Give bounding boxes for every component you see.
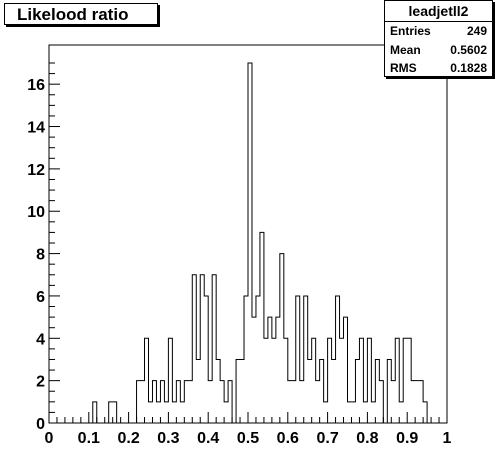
stats-label: Entries	[390, 24, 431, 38]
x-tick-label: 0.9	[396, 430, 418, 447]
chart-title-box: Likelood ratio	[4, 3, 158, 25]
x-tick-label: 0.5	[237, 430, 259, 447]
stats-row-entries: Entries 249	[385, 22, 492, 41]
y-tick-label: 4	[36, 331, 45, 348]
stats-histogram-name: leadjetll2	[385, 1, 492, 22]
stats-value: 0.5602	[450, 42, 487, 57]
stats-label: Mean	[390, 42, 421, 57]
y-tick-label: 6	[36, 289, 45, 306]
stats-value: 0.1828	[450, 61, 487, 75]
y-tick-label: 8	[36, 247, 45, 264]
x-tick-label: 0.6	[277, 430, 299, 447]
axes: 0 0.1 0.2 0.3 0.4 0.5 0.6 0.7 0.8 0.9 102468101214…	[27, 62, 452, 447]
stats-label: RMS	[390, 61, 417, 75]
x-tick-label: 0.7	[316, 430, 338, 447]
histogram-outline	[49, 62, 447, 424]
stats-box: leadjetll2 Entries 249 Mean 0.5602 RMS 0…	[384, 0, 493, 77]
y-tick-label: 16	[27, 77, 45, 94]
x-tick-label: 0.8	[356, 430, 378, 447]
y-tick-label: 14	[27, 120, 45, 137]
stats-row-mean: Mean 0.5602	[385, 41, 492, 60]
stats-row-rms: RMS 0.1828	[385, 59, 492, 78]
y-tick-label: 2	[36, 374, 45, 391]
x-tick-label: 0.4	[197, 430, 219, 447]
y-tick-label: 12	[27, 162, 45, 179]
x-tick-label: 0.2	[117, 430, 139, 447]
y-tick-label: 0	[36, 416, 45, 433]
x-tick-label: 0	[45, 430, 54, 447]
x-tick-label: 0.1	[78, 430, 100, 447]
chart-title: Likelood ratio	[17, 5, 129, 24]
y-tick-label: 10	[27, 204, 45, 221]
x-tick-label: 0.3	[157, 430, 179, 447]
stats-value: 249	[466, 24, 487, 38]
x-tick-label: 1	[443, 430, 452, 447]
